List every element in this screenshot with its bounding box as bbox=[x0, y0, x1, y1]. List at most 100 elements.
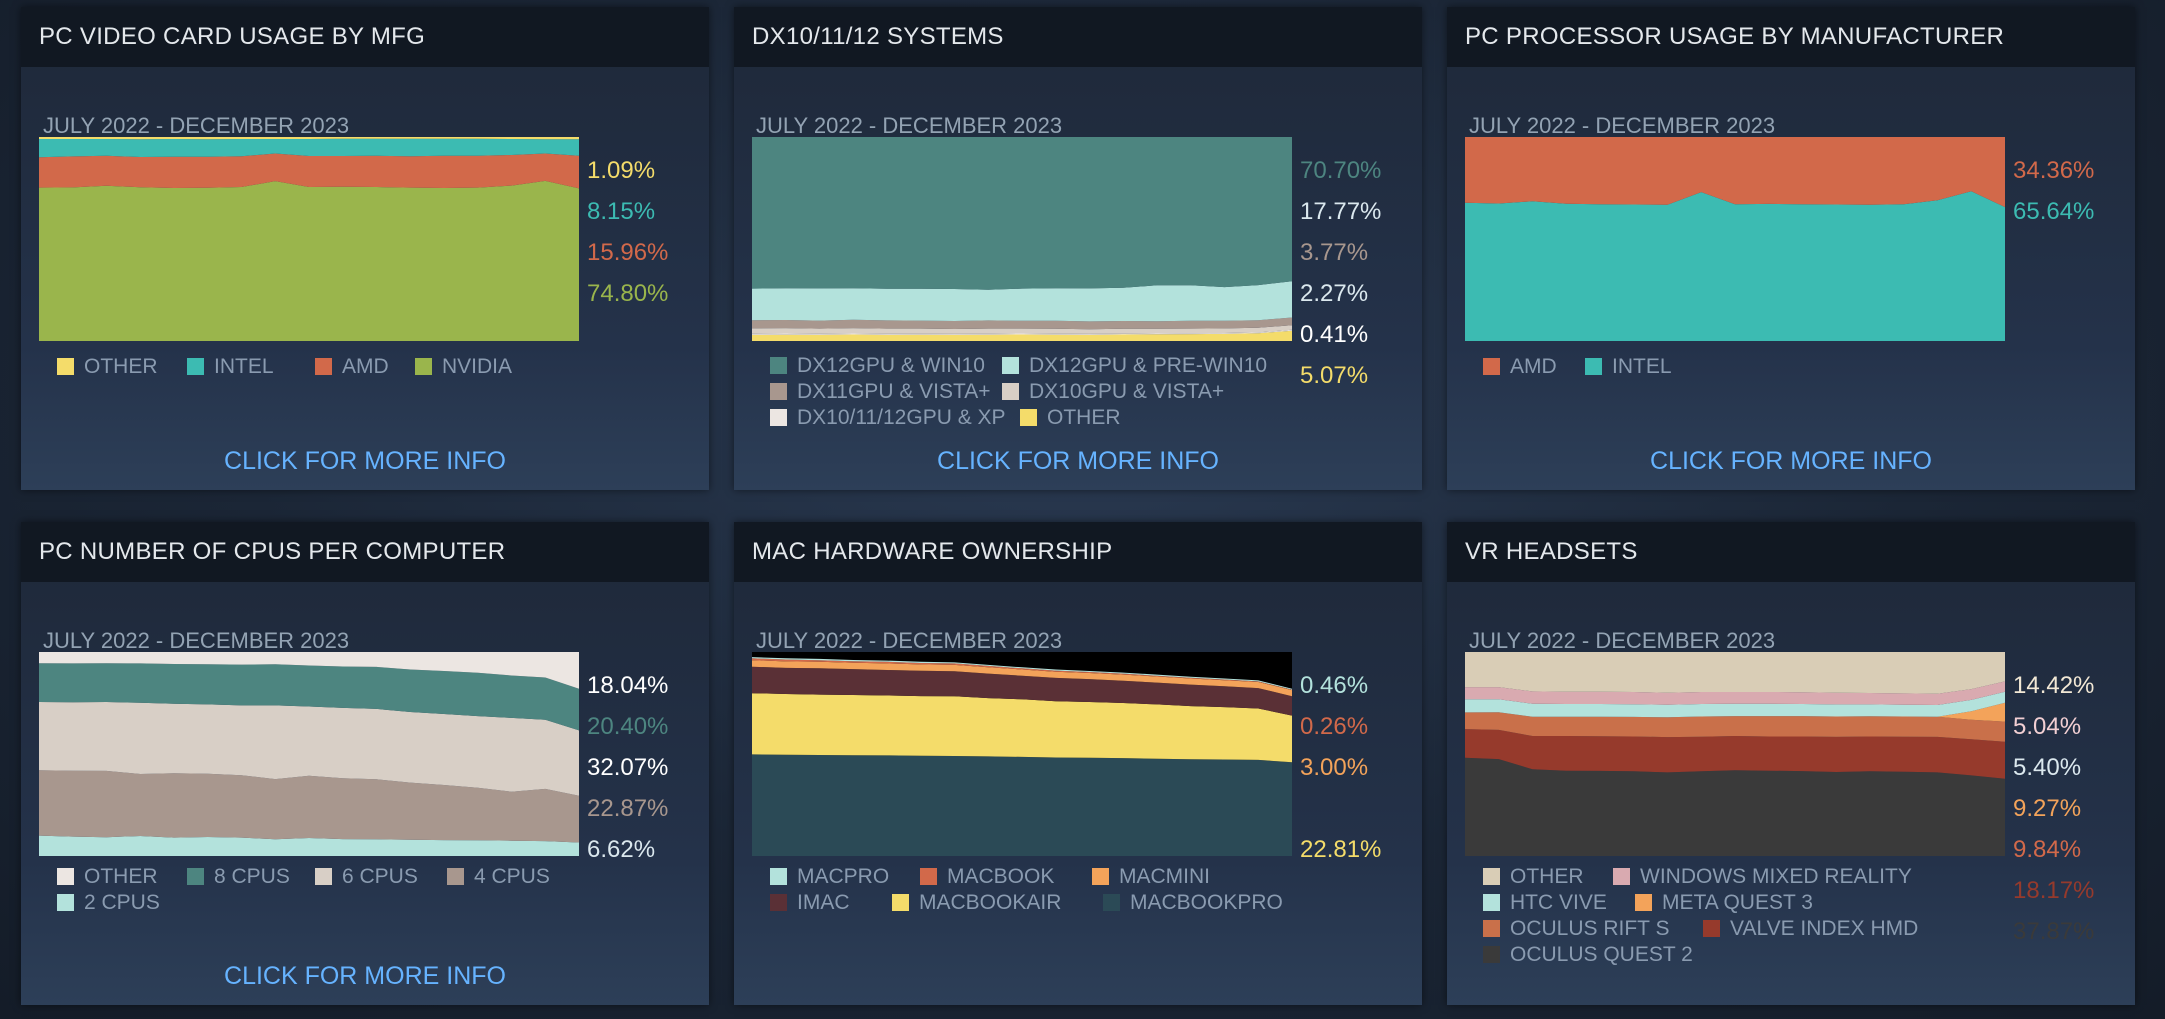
legend-item-valve-index-hmd: VALVE INDEX HMD bbox=[1703, 917, 1918, 941]
legend-label: OTHER bbox=[84, 355, 158, 378]
legend-label: VALVE INDEX HMD bbox=[1730, 917, 1919, 940]
series-area-dx12gpu-pre-win10 bbox=[752, 281, 1292, 322]
legend-label: AMD bbox=[342, 355, 389, 378]
percent-label: 3.00% bbox=[1300, 754, 1369, 781]
legend-label: INTEL bbox=[1612, 355, 1672, 378]
legend-swatch bbox=[315, 868, 332, 885]
area-chart[interactable] bbox=[752, 137, 1292, 341]
legend-swatch bbox=[1635, 894, 1652, 911]
legend-label: 6 CPUS bbox=[342, 865, 418, 888]
series-area-other bbox=[1465, 652, 2005, 694]
panel-title: PC NUMBER OF CPUS PER COMPUTER bbox=[21, 522, 709, 582]
series-area-macbookair bbox=[752, 693, 1292, 763]
legend-label: HTC VIVE bbox=[1510, 891, 1607, 914]
percent-label: 18.04% bbox=[587, 672, 669, 699]
percent-label: 34.36% bbox=[2013, 157, 2095, 184]
legend-swatch bbox=[1483, 868, 1500, 885]
legend-item-macbookair: MACBOOKAIR bbox=[892, 891, 1061, 915]
legend-item-htc-vive: HTC VIVE bbox=[1483, 891, 1607, 915]
legend-item-macpro: MACPRO bbox=[770, 865, 889, 889]
legend-swatch bbox=[187, 358, 204, 375]
legend-swatch bbox=[770, 409, 787, 426]
series-area-dx10-11-12gpu-xp bbox=[752, 329, 1292, 335]
series-area-dx12gpu-win10 bbox=[752, 137, 1292, 290]
legend-swatch bbox=[1103, 894, 1120, 911]
legend-label: OCULUS RIFT S bbox=[1510, 917, 1670, 940]
area-chart[interactable] bbox=[752, 652, 1292, 856]
panel-title: DX10/11/12 SYSTEMS bbox=[734, 7, 1422, 67]
legend-item-dx12gpu-win10: DX12GPU & WIN10 bbox=[770, 354, 985, 378]
percent-label: 14.42% bbox=[2013, 672, 2095, 699]
legend-item-dx11gpu-vista: DX11GPU & VISTA+ bbox=[770, 380, 991, 404]
legend-item-oculus-quest-2: OCULUS QUEST 2 bbox=[1483, 943, 1693, 967]
percent-label: 32.07% bbox=[587, 754, 669, 781]
series-area-htc-vive bbox=[1465, 691, 2005, 718]
date-range: JULY 2022 - DECEMBER 2023 bbox=[1469, 113, 1776, 138]
series-area-amd bbox=[39, 153, 579, 189]
legend-swatch bbox=[1613, 868, 1630, 885]
legend-item-other: OTHER bbox=[1020, 406, 1121, 430]
area-chart[interactable] bbox=[1465, 652, 2005, 856]
legend-label: MACBOOKAIR bbox=[919, 891, 1062, 914]
legend-swatch bbox=[770, 894, 787, 911]
legend-label: MACPRO bbox=[797, 865, 890, 888]
series-area-valve-index-hmd bbox=[1465, 729, 2005, 779]
legend-label: OTHER bbox=[84, 865, 158, 888]
date-range: JULY 2022 - DECEMBER 2023 bbox=[756, 628, 1063, 653]
legend-swatch bbox=[1703, 920, 1720, 937]
legend-item-other: OTHER bbox=[1483, 865, 1584, 889]
legend-item-6-cpus: 6 CPUS bbox=[315, 865, 418, 889]
legend-item-windows-mixed-reality: WINDOWS MIXED REALITY bbox=[1613, 865, 1912, 889]
more-info-link[interactable]: CLICK FOR MORE INFO bbox=[1650, 447, 1932, 475]
more-info-link[interactable]: CLICK FOR MORE INFO bbox=[224, 962, 506, 990]
series-area-intel bbox=[39, 138, 579, 158]
legend-swatch bbox=[920, 868, 937, 885]
series-area-macbook bbox=[752, 658, 1292, 691]
panel-title: VR HEADSETS bbox=[1447, 522, 2135, 582]
series-area-other bbox=[39, 137, 579, 140]
legend-item-macmini: MACMINI bbox=[1092, 865, 1210, 889]
legend-item-intel: INTEL bbox=[187, 355, 274, 379]
legend-swatch bbox=[187, 868, 204, 885]
panel-video-card: PC VIDEO CARD USAGE BY MFG JULY 2022 - D… bbox=[21, 7, 709, 490]
area-chart[interactable] bbox=[39, 652, 579, 856]
legend-label: 4 CPUS bbox=[474, 865, 550, 888]
legend-swatch bbox=[770, 357, 787, 374]
series-area-imac bbox=[752, 666, 1292, 716]
legend-swatch bbox=[57, 358, 74, 375]
percent-label: 9.27% bbox=[2013, 795, 2082, 822]
date-range: JULY 2022 - DECEMBER 2023 bbox=[43, 113, 350, 138]
legend-label: MACBOOK bbox=[947, 865, 1055, 888]
legend-swatch bbox=[415, 358, 432, 375]
series-area-6-cpus bbox=[39, 702, 579, 796]
more-info-link[interactable]: CLICK FOR MORE INFO bbox=[224, 447, 506, 475]
legend-item-amd: AMD bbox=[1483, 355, 1557, 379]
panel-mac-hardware: MAC HARDWARE OWNERSHIP JULY 2022 - DECEM… bbox=[734, 522, 1422, 1005]
percent-label: 3.77% bbox=[1300, 239, 1369, 266]
series-area-oculus-quest-2 bbox=[1465, 757, 2005, 856]
legend-swatch bbox=[892, 894, 909, 911]
legend-swatch bbox=[1483, 894, 1500, 911]
more-info-link[interactable]: CLICK FOR MORE INFO bbox=[937, 447, 1219, 475]
panel-title: MAC HARDWARE OWNERSHIP bbox=[734, 522, 1422, 582]
panel-title: PC PROCESSOR USAGE BY MANUFACTURER bbox=[1447, 7, 2135, 67]
legend-label: OTHER bbox=[1510, 865, 1584, 888]
legend-item-other: OTHER bbox=[57, 355, 158, 379]
legend-item-meta-quest-3: META QUEST 3 bbox=[1635, 891, 1813, 915]
date-range: JULY 2022 - DECEMBER 2023 bbox=[1469, 628, 1776, 653]
series-area-other bbox=[752, 330, 1292, 341]
panel-title: PC VIDEO CARD USAGE BY MFG bbox=[21, 7, 709, 67]
legend-swatch bbox=[1002, 357, 1019, 374]
legend-label: OCULUS QUEST 2 bbox=[1510, 943, 1693, 966]
legend-label: IMAC bbox=[797, 891, 850, 914]
legend-label: DX12GPU & PRE-WIN10 bbox=[1029, 354, 1268, 377]
legend-label: DX12GPU & WIN10 bbox=[797, 354, 985, 377]
legend-swatch bbox=[1092, 868, 1109, 885]
percent-label: 6.62% bbox=[587, 836, 656, 863]
legend-label: AMD bbox=[1510, 355, 1557, 378]
date-range: JULY 2022 - DECEMBER 2023 bbox=[43, 628, 350, 653]
area-chart[interactable] bbox=[39, 137, 579, 341]
legend-label: 2 CPUS bbox=[84, 891, 160, 914]
area-chart[interactable] bbox=[1465, 137, 2005, 341]
percent-label: 5.40% bbox=[2013, 754, 2082, 781]
